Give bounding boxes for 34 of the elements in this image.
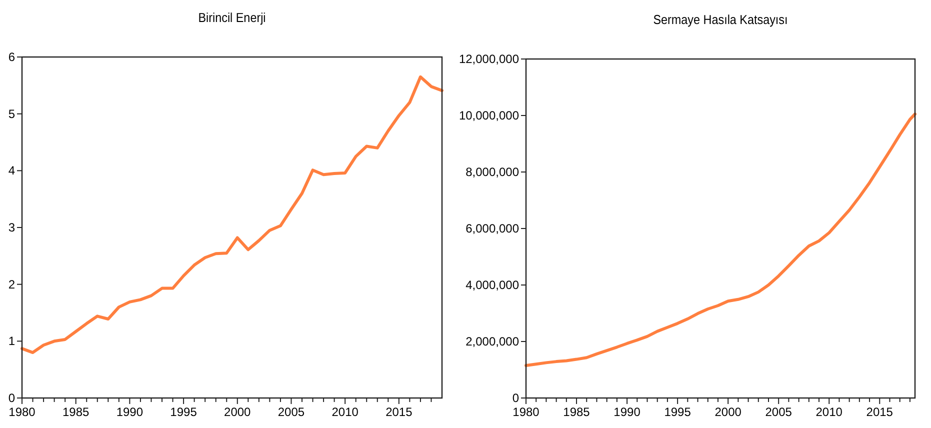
x-tick-label: 2015 bbox=[386, 405, 413, 419]
y-tick-label: 5 bbox=[8, 106, 16, 121]
y-tick-label: 6 bbox=[8, 50, 16, 64]
x-tick-label: 2010 bbox=[816, 405, 843, 419]
x-tick-label: 2005 bbox=[278, 405, 305, 419]
x-tick-label: 2000 bbox=[224, 405, 252, 419]
y-tick-label: 4 bbox=[8, 164, 16, 178]
y-tick-label: 2,000,000 bbox=[466, 334, 520, 348]
y-tick-label: 0 bbox=[8, 391, 16, 405]
x-tick-label: 2005 bbox=[765, 405, 792, 419]
chart-title: Birincil Enerji bbox=[198, 10, 266, 26]
x-tick-label: 1990 bbox=[614, 405, 641, 419]
y-tick-label: 2 bbox=[8, 277, 16, 292]
x-tick-label: 1985 bbox=[62, 405, 90, 419]
y-tick-label: 4,000,000 bbox=[466, 278, 520, 292]
y-tick-label: 1 bbox=[8, 334, 16, 348]
x-tick-label: 2015 bbox=[866, 405, 894, 419]
line-series bbox=[524, 112, 916, 368]
x-tick-label: 1985 bbox=[563, 405, 590, 419]
y-tick-label: 6,000,000 bbox=[466, 222, 520, 236]
chart-title: Sermaye Hasıla Katsayısı bbox=[653, 12, 788, 28]
x-tick-label: 1980 bbox=[512, 405, 540, 419]
x-tick-label: 1990 bbox=[116, 405, 144, 419]
y-tick-label: 8,000,000 bbox=[466, 165, 520, 179]
x-tick-label: 1995 bbox=[664, 405, 692, 419]
x-tick-label: 1980 bbox=[8, 405, 36, 419]
line-series bbox=[20, 75, 444, 354]
y-tick-label: 0 bbox=[512, 391, 520, 405]
x-tick-label: 1995 bbox=[170, 405, 198, 419]
y-tick-label: 3 bbox=[8, 220, 16, 234]
x-tick-label: 2000 bbox=[714, 405, 742, 419]
y-tick-label: 12,000,000 bbox=[458, 52, 520, 66]
y-tick-label: 10,000,000 bbox=[458, 108, 520, 122]
x-tick-label: 2010 bbox=[332, 405, 359, 419]
